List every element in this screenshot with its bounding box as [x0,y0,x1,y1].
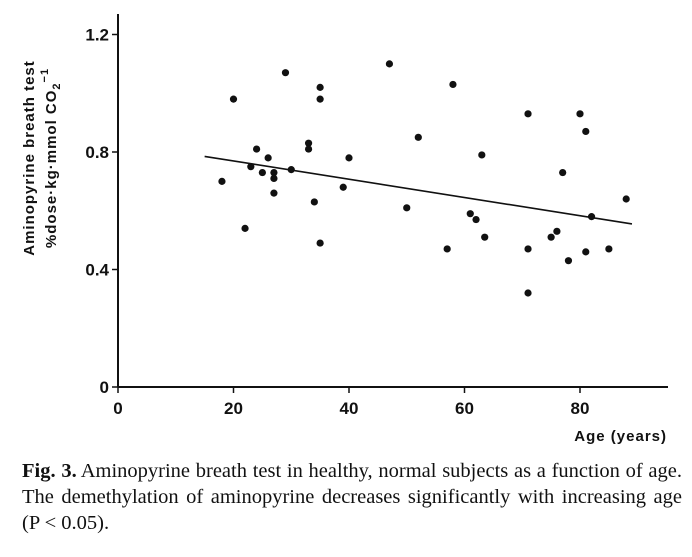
data-point [622,195,630,203]
ticks: 0 20 40 60 80 0 0.4 0.8 1.2 [85,26,589,419]
scatter-chart: 0 20 40 60 80 0 0.4 0.8 1.2 Age (years) Aminopyr… [21,14,668,445]
data-point [310,198,318,206]
regression-line [204,155,633,225]
data-point [524,245,532,253]
data-point [524,110,532,118]
axes [117,14,668,388]
data-point [316,95,324,103]
data-point [264,154,272,162]
data-point [605,245,613,253]
y-tick-label: 0.4 [85,261,109,280]
data-point [229,95,238,103]
x-tick-label: 80 [571,399,590,418]
data-point [281,69,290,77]
data-point [345,154,353,162]
data-point [559,168,567,177]
data-point [466,210,474,218]
data-point [443,245,451,253]
y-axis-label-units: %dose·kg·mmol CO [43,90,60,249]
data-point [218,177,226,185]
data-point [553,227,561,235]
x-tick-label: 20 [224,399,243,418]
x-tick-label: 60 [455,399,474,418]
data-point [241,224,249,232]
y-axis-label-subscript: 2 [51,82,63,89]
y-axis-label-superscript: −1 [39,68,51,83]
data-point [582,248,590,256]
x-axis-label: Age (years) [574,428,667,445]
caption-text: Aminopyrine breath test in healthy, norm… [22,460,683,534]
data-point [339,183,347,191]
data-point [576,110,584,118]
x-tick-label: 40 [340,399,359,418]
data-point [472,215,480,224]
figure-caption: Fig. 3. Aminopyrine breath test in health… [22,458,682,536]
data-point [258,168,266,177]
data-point [316,239,324,247]
data-point [385,60,394,68]
x-tick-label: 0 [113,399,122,418]
data-point [564,257,573,265]
data-point [524,289,532,297]
data-point [414,133,422,141]
data-point [403,204,411,212]
data-point [582,127,590,136]
data-point [253,145,261,153]
regression-line-group [204,155,633,225]
data-point [316,83,324,91]
data-point [304,139,313,147]
y-tick-label: 1.2 [85,26,109,45]
data-point [247,163,255,171]
data-point [270,174,278,183]
data-point [304,145,313,153]
data-points [218,60,630,297]
y-tick-label: 0 [100,378,109,397]
y-axis-label-line1: Aminopyrine breath test [21,60,38,256]
axis-titles: Age (years) Aminopyrine breath test %dos… [21,60,667,445]
caption-label: Fig. 3. [22,460,77,482]
data-point [270,168,278,177]
data-point [449,80,457,89]
y-tick-label: 0.8 [85,143,109,162]
data-point [481,233,489,241]
data-point [547,233,555,241]
data-point [270,189,278,197]
data-point [478,151,486,159]
y-axis-label-line2: %dose·kg·mmol CO2−1 [39,68,63,248]
